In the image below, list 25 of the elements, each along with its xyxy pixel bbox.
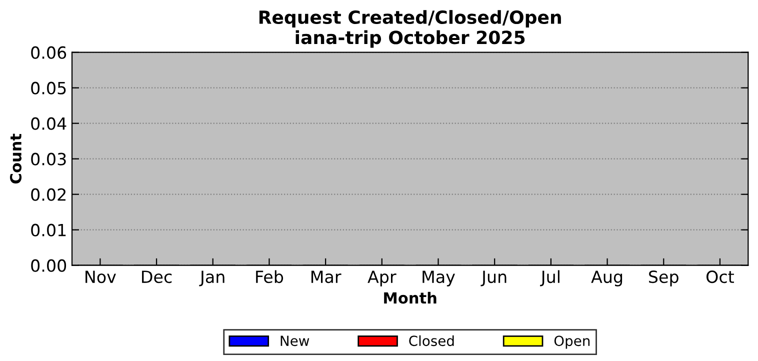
x-tick-label: May [422,270,455,286]
x-tick-label: Jul [540,270,560,286]
y-tick-label: 0.01 [31,224,66,236]
chart-title: Request Created/Closed/Open iana-trip October 2025 [259,10,561,48]
y-tick-label: 0.05 [31,82,66,94]
x-tick-label: Apr [368,270,396,286]
y-tick-label: 0.03 [31,152,66,166]
y-tick-label: 0.06 [31,46,66,59]
x-tick-label: Oct [706,270,734,284]
x-axis-title: Month [384,292,436,304]
legend-label: Open [554,336,590,349]
legend-label: New [280,336,310,346]
x-tick-label: Jan [199,270,224,286]
x-tick-label: Feb [256,270,284,284]
y-axis-title: Count [10,134,22,184]
y-tick-label: 0.02 [31,188,66,201]
y-tick-label: 0.04 [31,117,66,130]
x-tick-label: Mar [311,270,342,284]
x-tick-label: Sep [649,270,678,286]
legend-label: Closed [409,335,454,346]
y-tick-label: 0.00 [31,259,66,272]
x-tick-label: Jun [480,270,506,286]
x-tick-label: Aug [591,270,622,286]
x-tick-label: Dec [142,270,172,284]
x-tick-label: Nov [86,270,116,284]
